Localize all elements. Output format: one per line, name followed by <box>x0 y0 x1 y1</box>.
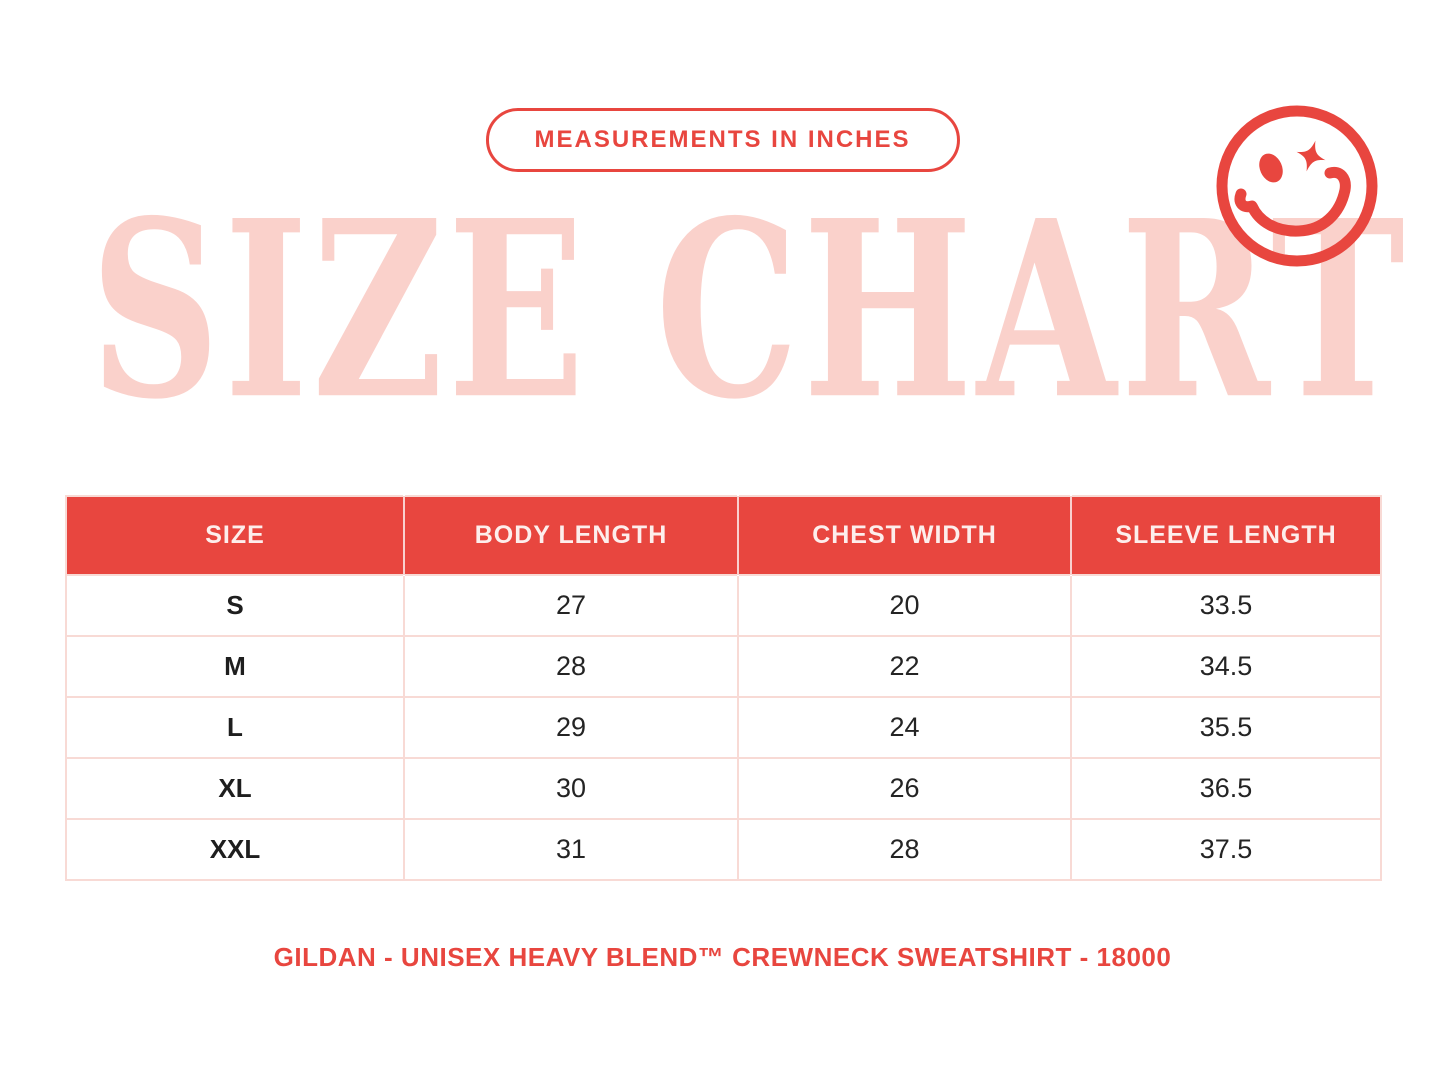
table-row-m: M 28 22 34.5 <box>65 635 1382 698</box>
column-header-body-length: BODY LENGTH <box>403 496 738 575</box>
cell-body-length: 31 <box>403 818 739 881</box>
cell-body-length: 29 <box>403 696 739 759</box>
cell-sleeve-length: 35.5 <box>1070 696 1382 759</box>
cell-chest-width: 22 <box>737 635 1072 698</box>
table-row-xl: XL 30 26 36.5 <box>65 757 1382 820</box>
table-row-l: L 29 24 35.5 <box>65 696 1382 759</box>
cell-chest-width: 24 <box>737 696 1072 759</box>
cell-body-length: 30 <box>403 757 739 820</box>
table-header-row: SIZE BODY LENGTH CHEST WIDTH SLEEVE LENG… <box>66 496 1381 575</box>
cell-size: XXL <box>65 818 405 881</box>
table-row-s: S 27 20 33.5 <box>65 574 1382 637</box>
cell-chest-width: 20 <box>737 574 1072 637</box>
cell-body-length: 28 <box>403 635 739 698</box>
measurements-badge: MEASUREMENTS IN INCHES <box>485 108 960 172</box>
column-header-size: SIZE <box>66 496 404 575</box>
cell-body-length: 27 <box>403 574 739 637</box>
cell-sleeve-length: 36.5 <box>1070 757 1382 820</box>
cell-size: S <box>65 574 405 637</box>
page-title: SIZE CHART <box>90 168 1409 454</box>
column-header-sleeve-length: SLEEVE LENGTH <box>1070 496 1381 575</box>
cell-sleeve-length: 37.5 <box>1070 818 1382 881</box>
cell-size: XL <box>65 757 405 820</box>
measurements-badge-label: MEASUREMENTS IN INCHES <box>534 126 911 153</box>
size-table: SIZE BODY LENGTH CHEST WIDTH SLEEVE LENG… <box>65 495 1382 881</box>
cell-sleeve-length: 34.5 <box>1070 635 1382 698</box>
cell-sleeve-length: 33.5 <box>1070 574 1382 637</box>
cell-size: L <box>65 696 405 759</box>
product-name-caption: GILDAN - UNISEX HEAVY BLEND™ CREWNECK SW… <box>273 942 1172 972</box>
cell-chest-width: 28 <box>737 818 1072 881</box>
smiley-face-wink-sparkle-icon <box>1216 105 1378 267</box>
cell-size: M <box>65 635 405 698</box>
cell-chest-width: 26 <box>737 757 1072 820</box>
table-row-xxl: XXL 31 28 37.5 <box>65 818 1382 881</box>
column-header-chest-width: CHEST WIDTH <box>737 496 1071 575</box>
